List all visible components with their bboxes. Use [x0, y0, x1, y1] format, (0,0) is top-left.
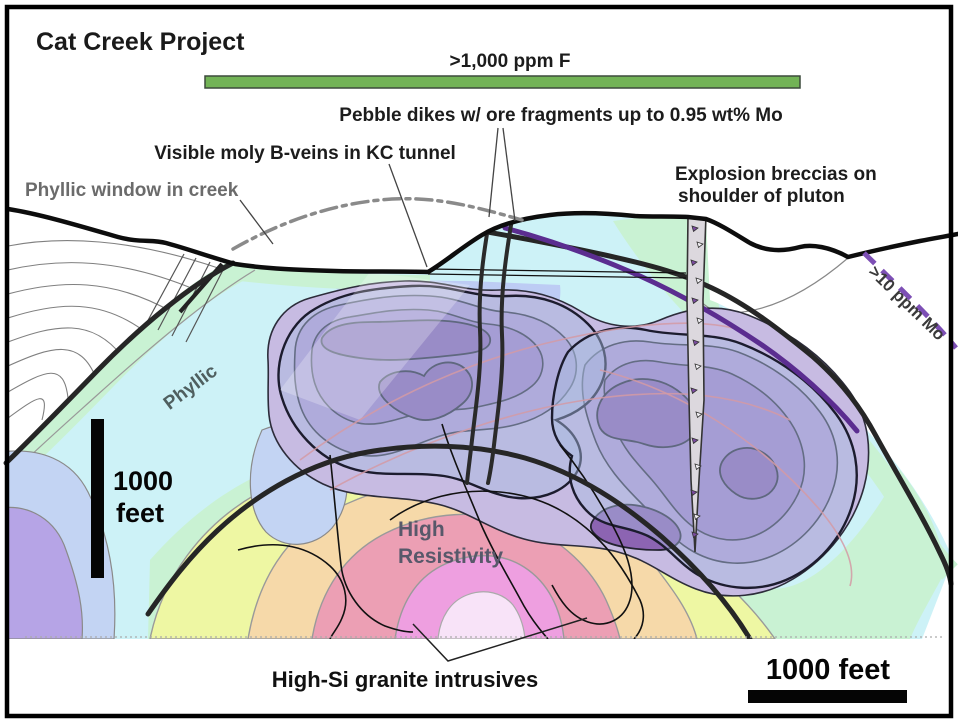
figure-title: Cat Creek Project	[36, 28, 245, 56]
resistivity-contour-center	[437, 591, 526, 639]
topographic-contour-lines	[8, 240, 219, 421]
phyllic-inner-boundary	[21, 269, 256, 465]
granite-intrusives-label: High-Si granite intrusives	[272, 667, 539, 692]
breccia-pipe	[686, 214, 707, 553]
phyllic-window-arc	[231, 196, 524, 251]
vertical-scale-label-line2: feet	[116, 498, 164, 528]
overprint-blob-left	[277, 284, 607, 500]
phyllic-window-leader	[239, 199, 274, 245]
pebble-dike-leader-1	[488, 127, 499, 218]
horizontal-scale-label: 1000 feet	[766, 654, 890, 686]
phyllic-window-label: Phyllic window in creek	[25, 180, 239, 201]
fresh-rock-block	[8, 209, 232, 464]
high-resistivity-label-line1: High	[398, 518, 445, 541]
f-halo-label: >1,000 ppm F	[450, 51, 571, 72]
blue-purple-core	[8, 506, 83, 639]
subsurface-geology	[8, 209, 958, 639]
topography-line	[5, 206, 958, 275]
f-halo-bar	[204, 75, 801, 89]
leader-lines	[239, 127, 588, 662]
moly-veins-label: Visible moly B-veins in KC tunnel	[154, 143, 456, 164]
vertical-scale-bar	[91, 419, 104, 578]
vertical-scale-label-line1: 1000	[113, 466, 173, 496]
granite-leader	[412, 617, 588, 662]
left-fault	[3, 260, 236, 466]
moly-veins-leader	[388, 163, 428, 268]
pluton-roof-fault	[145, 443, 753, 639]
main-fault	[425, 219, 954, 587]
propylitic-band-left	[8, 259, 244, 477]
overprint-blob-right	[550, 326, 858, 590]
explosion-breccias-label-line1: Explosion breccias on	[675, 164, 877, 185]
kc-tunnel	[427, 268, 687, 279]
horizontal-scale-bar	[748, 690, 907, 703]
pebble-dike-leader-2	[502, 127, 516, 222]
high-resistivity-label-line2: Resistivity	[398, 545, 503, 568]
light-band-overlay	[280, 272, 470, 420]
figure-frame	[4, 4, 954, 719]
pebble-dikes	[465, 214, 514, 485]
explosion-breccias-label-line2: shoulder of pluton	[678, 186, 845, 207]
pebble-dikes-label: Pebble dikes w/ ore fragments up to 0.95…	[339, 105, 782, 126]
granite-intrusive-outlines	[237, 423, 645, 639]
